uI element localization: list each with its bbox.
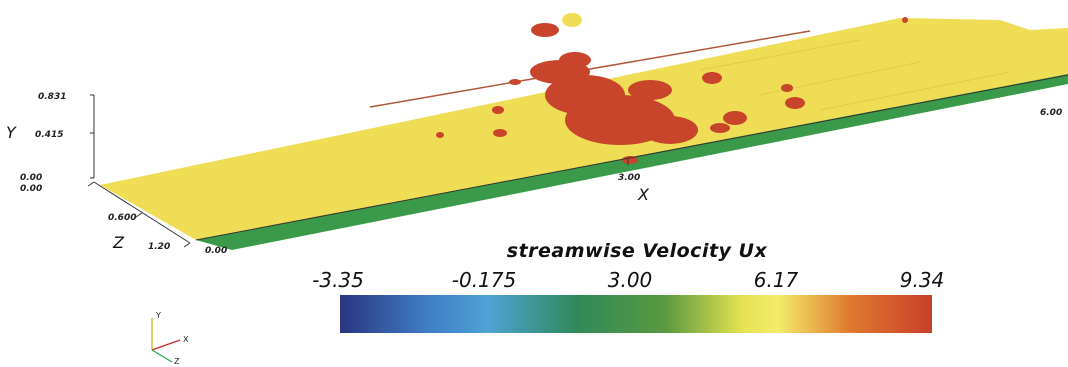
x-tick-0: 3.00 (618, 173, 640, 183)
z-axis-label: Z (112, 233, 125, 252)
velocity-blobs (436, 17, 908, 164)
top-spike (562, 13, 582, 27)
colorbar-label-4: 9.34 (899, 268, 945, 292)
x-tick-1: 6.00 (1040, 108, 1062, 118)
y-tick-1: 0.415 (35, 130, 63, 140)
colorbar (340, 295, 932, 333)
probe-line (369, 30, 811, 108)
y-tick-0: 0.831 (38, 92, 66, 102)
x-origin-label: 0.00 (205, 246, 227, 256)
colorbar-label-0: -3.35 (312, 268, 364, 292)
z-tick-2: 1.20 (148, 242, 170, 252)
x-axis (195, 74, 1068, 241)
colorbar-label-3: 6.17 (753, 268, 799, 292)
x-axis-label: X (637, 185, 650, 204)
z-axis (87, 181, 191, 248)
colorbar-label-1: -0.175 (451, 268, 517, 292)
triad-z-label: Z (174, 357, 180, 366)
y-axis (90, 94, 95, 179)
y-axis-label: Y (6, 123, 17, 142)
orientation-triad: Y X Z (151, 311, 189, 366)
y-tick-2: 0.00 (20, 173, 42, 183)
triad-x-label: X (183, 335, 189, 344)
colorbar-title: streamwise Velocity Ux (506, 240, 768, 262)
z-tick-0: 0.00 (20, 184, 42, 194)
z-tick-1: 0.600 (108, 213, 136, 223)
colorbar-label-2: 3.00 (607, 268, 653, 292)
triad-y-label: Y (155, 311, 161, 320)
